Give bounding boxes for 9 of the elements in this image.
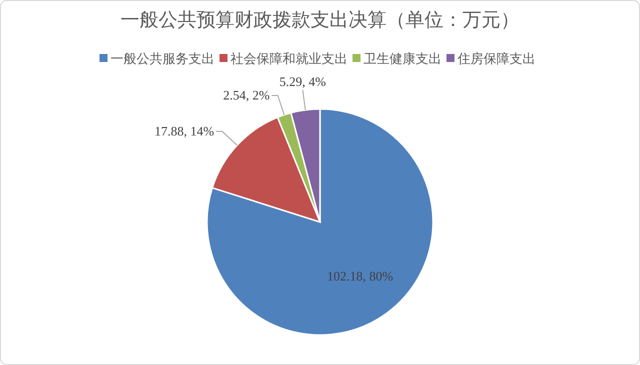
legend-label: 一般公共服务支出: [110, 51, 214, 66]
legend-label: 住房保障支出: [458, 51, 536, 66]
data-label: 2.54, 2%: [223, 88, 270, 103]
legend-label: 卫生健康支出: [364, 51, 442, 66]
data-label: 17.88, 14%: [154, 123, 214, 138]
data-label: 102.18, 80%: [326, 268, 394, 284]
legend-label: 社会保障和就业支出: [230, 51, 348, 66]
title: 一般公共预算财政拨款支出决算（单位：万元）: [120, 10, 520, 31]
data-label: 5.29, 4%: [279, 74, 326, 89]
